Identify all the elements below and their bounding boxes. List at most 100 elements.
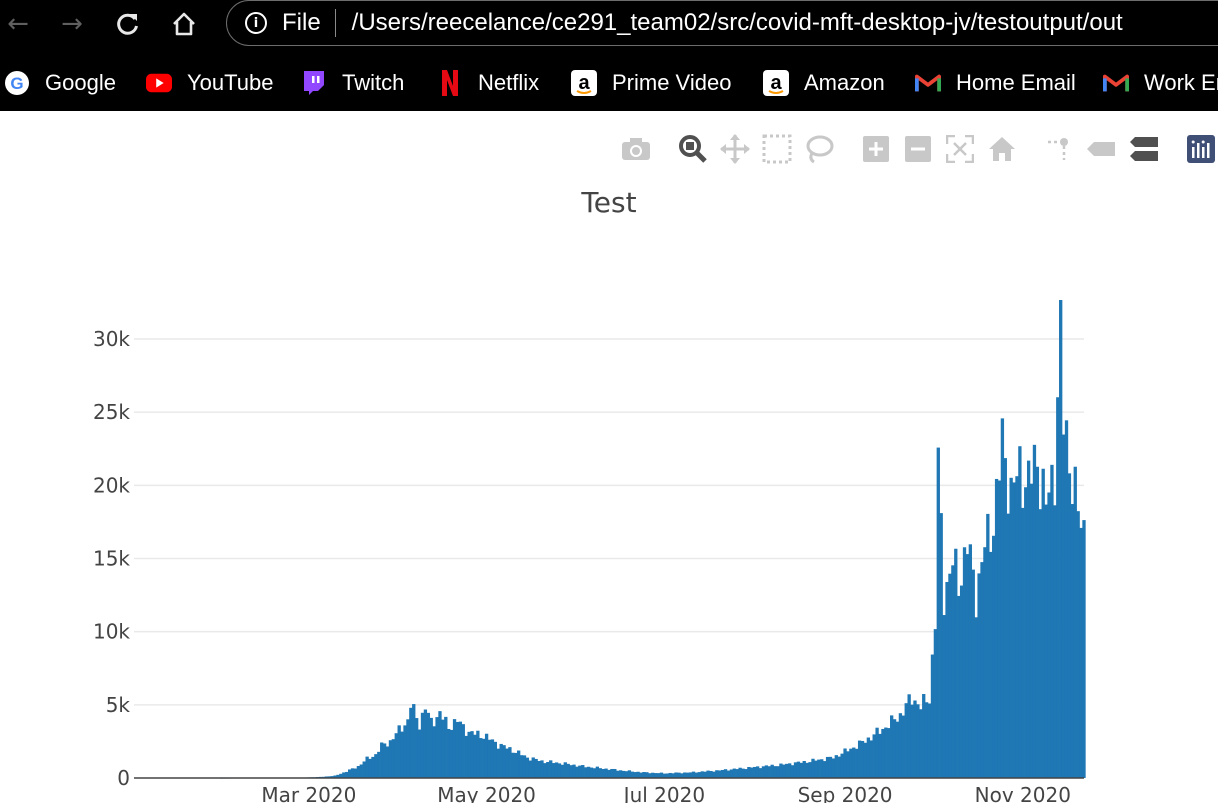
bar[interactable]: [738, 767, 742, 778]
bar[interactable]: [584, 767, 588, 778]
address-bar[interactable]: i File /Users/reecelance/ce291_team02/sr…: [226, 0, 1218, 46]
bar[interactable]: [581, 765, 585, 778]
bar[interactable]: [1059, 300, 1063, 778]
bar[interactable]: [910, 704, 914, 778]
bar[interactable]: [747, 766, 751, 778]
bar[interactable]: [531, 757, 535, 778]
bar[interactable]: [519, 755, 524, 778]
bar[interactable]: [796, 761, 801, 778]
bar[interactable]: [630, 771, 634, 778]
bar[interactable]: [1024, 487, 1028, 778]
bar[interactable]: [1000, 418, 1005, 778]
bar[interactable]: [1047, 492, 1051, 778]
bar[interactable]: [455, 721, 460, 778]
bar[interactable]: [627, 770, 632, 778]
bar[interactable]: [476, 730, 480, 778]
bar[interactable]: [651, 772, 655, 778]
bar[interactable]: [866, 737, 871, 778]
bar[interactable]: [852, 747, 856, 778]
hover-closest-icon[interactable]: [1084, 132, 1118, 166]
pan-icon[interactable]: [718, 132, 752, 166]
bar[interactable]: [549, 760, 553, 778]
reset-axes-icon[interactable]: [985, 132, 1019, 166]
bookmark-twitch[interactable]: Twitch: [301, 68, 404, 98]
bar[interactable]: [878, 733, 882, 778]
bar[interactable]: [729, 769, 734, 778]
url-text[interactable]: /Users/reecelance/ce291_team02/src/covid…: [351, 9, 1123, 36]
bar[interactable]: [645, 772, 649, 778]
bookmark-amazon[interactable]: a Amazon: [763, 68, 885, 98]
bar[interactable]: [517, 750, 521, 778]
bar[interactable]: [499, 743, 503, 778]
bar[interactable]: [840, 753, 844, 778]
bar[interactable]: [758, 768, 763, 778]
bar[interactable]: [569, 765, 573, 778]
bar[interactable]: [449, 729, 454, 778]
bar[interactable]: [892, 719, 897, 778]
bar[interactable]: [732, 768, 736, 778]
home-icon[interactable]: [168, 8, 200, 40]
bar[interactable]: [817, 759, 821, 778]
bar[interactable]: [429, 717, 433, 778]
bar[interactable]: [435, 717, 439, 778]
bar[interactable]: [997, 480, 1002, 778]
bar[interactable]: [1053, 505, 1057, 778]
bar[interactable]: [502, 745, 506, 778]
bar[interactable]: [586, 766, 591, 778]
bar[interactable]: [744, 769, 748, 778]
bar[interactable]: [636, 771, 640, 778]
bar[interactable]: [528, 760, 532, 778]
bar[interactable]: [837, 756, 841, 778]
bar[interactable]: [986, 513, 990, 778]
bar[interactable]: [377, 751, 381, 778]
bar[interactable]: [828, 756, 833, 778]
bar[interactable]: [761, 766, 766, 778]
bar[interactable]: [490, 739, 495, 778]
bar[interactable]: [948, 573, 952, 778]
bar[interactable]: [779, 763, 783, 778]
bar[interactable]: [423, 709, 428, 778]
bar[interactable]: [607, 769, 611, 778]
bar[interactable]: [735, 769, 739, 778]
bar[interactable]: [983, 547, 987, 778]
bar[interactable]: [400, 731, 404, 778]
bar[interactable]: [1044, 504, 1048, 778]
box-select-icon[interactable]: [760, 132, 794, 166]
bar[interactable]: [709, 771, 713, 778]
bar[interactable]: [1035, 466, 1040, 778]
bar[interactable]: [1056, 397, 1060, 778]
bar[interactable]: [560, 764, 565, 778]
bar[interactable]: [362, 761, 366, 778]
bar[interactable]: [1076, 511, 1080, 778]
bar[interactable]: [788, 763, 792, 778]
spike-lines-icon[interactable]: [1042, 132, 1076, 166]
bar[interactable]: [493, 741, 498, 778]
bookmark-prime-video[interactable]: a Prime Video: [571, 68, 731, 98]
bookmark-google[interactable]: G Google: [4, 68, 116, 98]
bar[interactable]: [869, 740, 873, 778]
bar[interactable]: [688, 772, 693, 778]
bar[interactable]: [1041, 468, 1045, 778]
bar[interactable]: [391, 739, 396, 778]
bar[interactable]: [849, 748, 853, 778]
bar[interactable]: [718, 770, 722, 778]
camera-icon[interactable]: [619, 132, 653, 166]
bar[interactable]: [939, 513, 943, 778]
plotly-logo-icon[interactable]: [1184, 132, 1218, 166]
bar[interactable]: [884, 727, 888, 778]
bookmark-youtube[interactable]: YouTube: [146, 68, 273, 98]
bar[interactable]: [933, 629, 938, 778]
bar[interactable]: [860, 740, 865, 778]
bar[interactable]: [554, 762, 559, 778]
bar[interactable]: [916, 704, 920, 778]
bar[interactable]: [394, 733, 398, 778]
autoscale-icon[interactable]: [943, 132, 977, 166]
bar[interactable]: [726, 770, 731, 778]
bar[interactable]: [1038, 509, 1042, 778]
bar[interactable]: [712, 771, 716, 778]
bar[interactable]: [887, 728, 891, 778]
bar[interactable]: [790, 765, 795, 778]
bar[interactable]: [957, 595, 961, 778]
bar[interactable]: [598, 768, 602, 778]
bar[interactable]: [1015, 476, 1019, 778]
